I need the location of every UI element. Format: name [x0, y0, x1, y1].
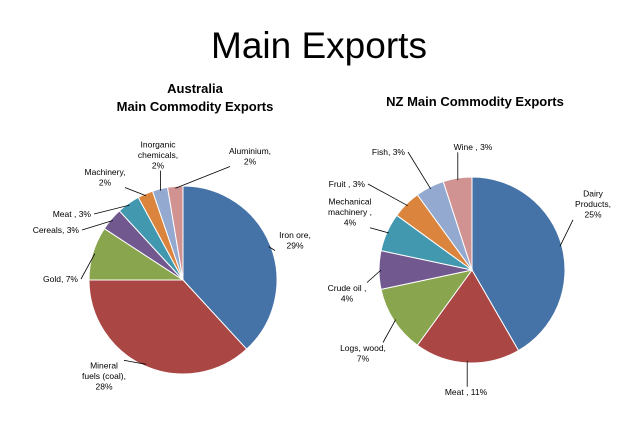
nz-meat-label: Meat , 11% — [445, 387, 488, 397]
australia-cereals-label: Cereals, 3% — [33, 225, 80, 235]
australia-gold-leader-line — [80, 253, 96, 280]
nz-mechanical-machinery-leader-line — [369, 227, 390, 234]
australia-cereals-leader-line — [81, 220, 113, 231]
australia-iron-ore-leader-line — [268, 246, 276, 251]
nz-wine-label: Wine , 3% — [454, 142, 493, 152]
nz-chart-title: NZ Main Commodity Exports — [386, 94, 564, 109]
nz-dairy-products-label: Dairy Products, 25% — [575, 189, 611, 220]
australia-machinery-label: Machinery, 2% — [85, 167, 126, 188]
nz-dairy-products-slice — [471, 176, 566, 352]
australia-gold-label: Gold, 7% — [43, 274, 78, 284]
nz-crude-oil-label: Crude oil , 4% — [328, 283, 367, 304]
page-title: Main Exports — [211, 25, 427, 66]
nz-crude-oil-leader-line — [366, 269, 382, 283]
australia-aluminium-slice — [166, 185, 184, 281]
australia-pie: Iron ore, 29% Mineral fuels (coal), 28% Gold,… — [33, 140, 311, 392]
australia-meat-label: Meat , 3% — [53, 209, 92, 219]
australia-iron-ore-label: Iron ore, 29% — [279, 230, 311, 251]
nz-fish-leader-line — [407, 151, 432, 190]
australia-title-line-1: Australia — [167, 81, 223, 96]
australia-meat-leader-line — [93, 204, 130, 215]
nz-mechanical-machinery-label: Mechanical machinery , 4% — [328, 197, 372, 228]
nz-pie: Dairy Products, 25% Meat , 11% Logs, wood, 7%… — [328, 142, 611, 397]
australia-inorganic-chemicals-label: Inorganic chemicals, 2% — [138, 140, 178, 171]
nz-logs-slice — [380, 269, 474, 346]
nz-dairy-products-leader-line — [559, 219, 574, 247]
australia-mineral-fuels-coal-label: Mineral fuels (coal), 28% — [82, 361, 126, 392]
nz-fruit-label: Fruit , 3% — [329, 179, 366, 189]
australia-machinery-leader-line — [124, 187, 147, 197]
australia-mineral-fuels-coal-slice — [88, 279, 248, 375]
nz-logs-label: Logs, wood, 7% — [340, 343, 386, 364]
australia-chart-title: Australia Main Commodity Exports — [70, 80, 320, 116]
australia-aluminium-leader-line — [175, 166, 231, 189]
nz-fruit-leader-line — [367, 183, 408, 207]
australia-mineral-fuels-coal-leader-line — [123, 359, 147, 365]
nz-fish-label: Fish, 3% — [372, 147, 406, 157]
australia-aluminium-label: Aluminium, 2% — [229, 146, 271, 167]
australia-title-line-2: Main Commodity Exports — [116, 99, 274, 114]
nz-logs-leader-line — [382, 319, 397, 343]
australia-iron-ore-slice — [182, 185, 278, 350]
